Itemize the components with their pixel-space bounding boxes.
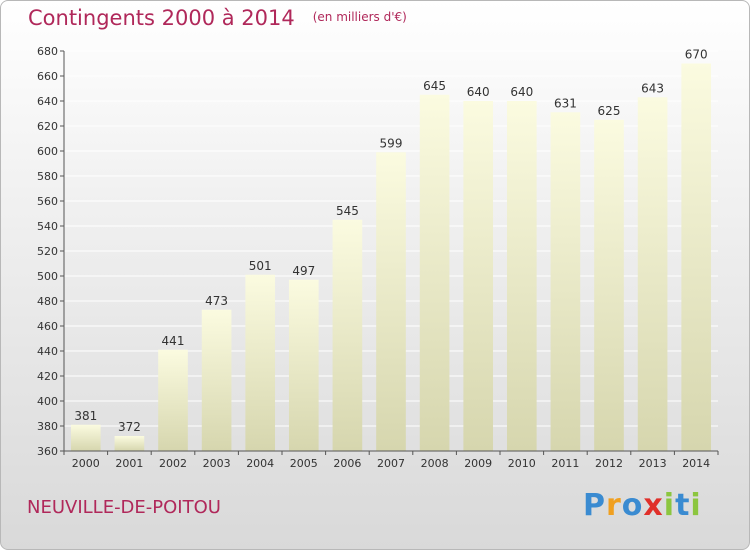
- bar-2003: [201, 309, 232, 451]
- bar-2007: [376, 152, 406, 451]
- data-label-2004: 501: [249, 259, 272, 273]
- logo-letter: t: [675, 488, 691, 523]
- x-tick-label: 2014: [682, 457, 710, 470]
- x-tick-label: 2001: [115, 457, 143, 470]
- bar-2002: [158, 349, 188, 451]
- data-label-2014: 670: [685, 48, 708, 62]
- x-tick-label: 2003: [203, 457, 231, 470]
- data-label-2005: 497: [292, 264, 315, 278]
- bar-2004: [245, 274, 276, 451]
- data-label-2006: 545: [336, 204, 359, 218]
- y-tick-label: 560: [37, 195, 58, 208]
- y-tick-label: 500: [37, 270, 58, 283]
- bar-2013: [637, 97, 668, 451]
- x-tick-label: 2013: [639, 457, 667, 470]
- x-tick-label: 2012: [595, 457, 623, 470]
- x-tick-label: 2000: [72, 457, 100, 470]
- logo-letter: i: [663, 488, 676, 523]
- x-tick-label: 2005: [290, 457, 318, 470]
- chart-title: Contingents 2000 à 2014 (en milliers d'€): [28, 6, 407, 30]
- x-tick-label: 2011: [551, 457, 579, 470]
- bar-2010: [506, 101, 537, 451]
- data-label-2009: 640: [467, 85, 490, 99]
- data-label-2012: 625: [598, 104, 621, 118]
- y-tick-label: 660: [37, 70, 58, 83]
- bar-2012: [594, 119, 624, 451]
- y-tick-label: 680: [37, 45, 58, 58]
- bar-2006: [332, 219, 363, 451]
- proxiti-logo: Proxiti: [583, 488, 702, 523]
- bar-2008: [419, 94, 450, 451]
- place-name: NEUVILLE-DE-POITOU: [27, 497, 221, 518]
- x-tick-label: 2004: [246, 457, 274, 470]
- data-label-2008: 645: [423, 79, 446, 93]
- logo-letter: r: [606, 488, 622, 523]
- data-label-2010: 640: [510, 85, 533, 99]
- y-tick-label: 400: [37, 395, 58, 408]
- y-tick-label: 380: [37, 420, 58, 433]
- bar-2001: [114, 436, 145, 451]
- x-tick-label: 2006: [333, 457, 361, 470]
- chart-subtitle: (en milliers d'€): [312, 10, 407, 24]
- bar-2014: [681, 63, 712, 451]
- y-tick-label: 600: [37, 145, 58, 158]
- bar-2009: [463, 101, 494, 451]
- data-label-2013: 643: [641, 81, 664, 95]
- bar-2005: [288, 279, 319, 451]
- x-tick-label: 2010: [508, 457, 536, 470]
- data-label-2002: 441: [162, 334, 185, 348]
- data-label-2007: 599: [380, 136, 403, 150]
- y-tick-label: 580: [37, 170, 58, 183]
- y-tick-label: 360: [37, 445, 58, 458]
- bar-2000: [70, 424, 101, 451]
- chart-title-text: Contingents 2000 à 2014: [28, 6, 295, 30]
- logo-letter: i: [690, 488, 702, 523]
- bar-2011: [550, 112, 581, 451]
- y-tick-label: 620: [37, 120, 58, 133]
- y-tick-label: 460: [37, 320, 58, 333]
- y-tick-label: 520: [37, 245, 58, 258]
- logo-letter: x: [643, 488, 664, 523]
- y-tick-label: 420: [37, 370, 58, 383]
- data-label-2011: 631: [554, 96, 577, 110]
- x-tick-label: 2007: [377, 457, 405, 470]
- y-tick-label: 480: [37, 295, 58, 308]
- logo-letter: P: [583, 488, 606, 523]
- y-tick-label: 640: [37, 95, 58, 108]
- x-tick-label: 2009: [464, 457, 492, 470]
- data-label-2003: 473: [205, 294, 228, 308]
- y-tick-label: 540: [37, 220, 58, 233]
- x-tick-label: 2002: [159, 457, 187, 470]
- data-label-2001: 372: [118, 420, 141, 434]
- x-tick-label: 2008: [421, 457, 449, 470]
- y-tick-label: 440: [37, 345, 58, 358]
- data-label-2000: 381: [74, 409, 97, 423]
- logo-letter: o: [621, 488, 644, 523]
